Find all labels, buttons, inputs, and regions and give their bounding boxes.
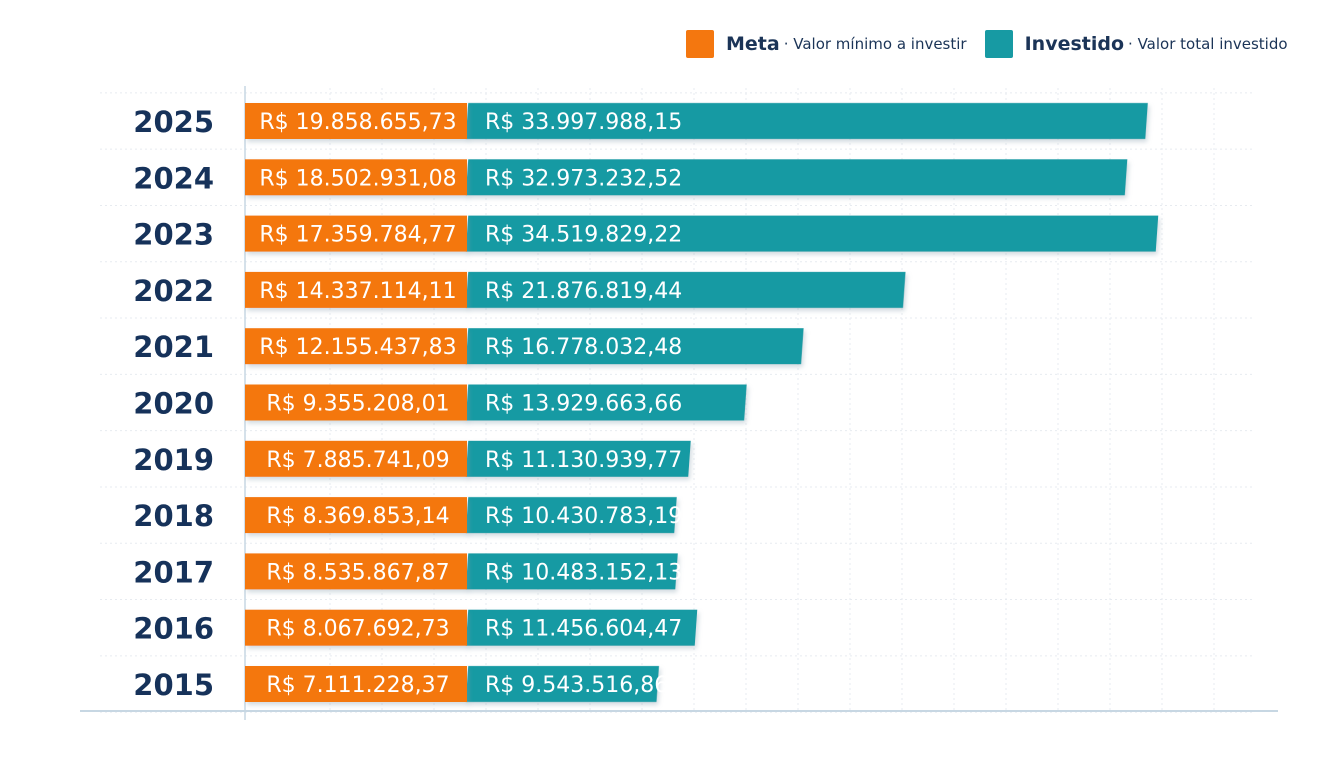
bar-meta [245, 440, 467, 477]
bar-meta [245, 609, 467, 646]
bar-meta [245, 271, 467, 308]
bar-row-2023: 2023 R$ 17.359.784,77 R$ 34.519.829,22 [133, 215, 1159, 252]
bar-investido [465, 497, 677, 534]
legend-swatch-meta [686, 30, 714, 58]
bar-row-2024: 2024 R$ 18.502.931,08 R$ 32.973.232,52 [133, 159, 1128, 196]
year-label: 2019 [133, 443, 214, 477]
data-label-investido: R$ 9.543.516,86 [485, 673, 668, 698]
bar-meta [245, 553, 467, 590]
year-label: 2025 [133, 105, 214, 139]
bar-meta [245, 103, 467, 139]
legend-name-investido: Investido [1024, 33, 1125, 55]
legend-swatch-investido [984, 30, 1013, 58]
legend: Meta · Valor mínimo a investir Investido… [686, 30, 1306, 58]
year-label: 2015 [133, 668, 214, 702]
bar-row-2019: 2019 R$ 7.885.741,09 R$ 11.130.939,77 [133, 440, 691, 477]
legend-desc-investido: · Valor total investido [1128, 35, 1288, 53]
bar-investido [465, 440, 691, 477]
bar-row-2020: 2020 R$ 9.355.208,01 R$ 13.929.663,66 [133, 384, 747, 421]
data-label-meta: R$ 7.111.228,37 [266, 673, 449, 698]
bar-investido [465, 328, 804, 365]
bar-row-2025: 2025 R$ 19.858.655,73 R$ 33.997.988,15 [133, 103, 1148, 139]
data-label-meta: R$ 17.359.784,77 [259, 223, 456, 248]
data-label-meta: R$ 8.369.853,14 [266, 504, 449, 529]
bar-investido [465, 159, 1128, 196]
legend-item-meta: Meta · Valor mínimo a investir [686, 30, 967, 58]
bar-meta [245, 384, 467, 421]
bar-investido [465, 103, 1148, 139]
bar-row-2015: 2015 R$ 7.111.228,37 R$ 9.543.516,86 [133, 666, 668, 702]
data-label-meta: R$ 14.337.114,11 [259, 279, 456, 304]
data-label-investido: R$ 32.973.232,52 [485, 166, 682, 191]
bar-investido [465, 384, 747, 421]
data-label-investido: R$ 10.430.783,19 [485, 504, 682, 529]
year-label: 2023 [133, 218, 214, 252]
data-label-investido: R$ 13.929.663,66 [485, 392, 682, 417]
data-label-investido: R$ 11.456.604,47 [485, 617, 682, 642]
legend-item-investido: Investido · Valor total investido [984, 30, 1288, 58]
data-label-meta: R$ 8.067.692,73 [266, 617, 449, 642]
bar-investido [465, 609, 698, 646]
legend-desc-meta: · Valor mínimo a investir [783, 35, 967, 53]
bar-row-2018: 2018 R$ 8.369.853,14 R$ 10.430.783,19 [133, 497, 682, 534]
year-label: 2018 [133, 499, 214, 533]
bar-row-2021: 2021 R$ 12.155.437,83 R$ 16.778.032,48 [133, 328, 804, 365]
bar-row-2022: 2022 R$ 14.337.114,11 R$ 21.876.819,44 [133, 271, 906, 308]
bar-meta [245, 666, 467, 702]
legend-name-meta: Meta [726, 33, 780, 55]
bar-meta [245, 497, 467, 534]
bar-row-2016: 2016 R$ 8.067.692,73 R$ 11.456.604,47 [133, 609, 698, 646]
data-label-meta: R$ 9.355.208,01 [266, 392, 449, 417]
data-label-investido: R$ 10.483.152,13 [485, 560, 682, 585]
year-label: 2022 [133, 274, 214, 308]
bar-meta [245, 328, 467, 365]
year-label: 2021 [133, 330, 214, 364]
data-label-investido: R$ 21.876.819,44 [485, 279, 682, 304]
data-label-investido: R$ 33.997.988,15 [485, 110, 682, 135]
bar-investido [465, 215, 1159, 252]
year-label: 2016 [133, 612, 214, 646]
year-label: 2024 [133, 161, 214, 195]
data-label-meta: R$ 12.155.437,83 [259, 335, 456, 360]
data-label-meta: R$ 8.535.867,87 [266, 560, 449, 585]
bar-investido [465, 553, 678, 590]
bar-investido [465, 271, 906, 308]
data-label-meta: R$ 7.885.741,09 [266, 448, 449, 473]
data-label-investido: R$ 11.130.939,77 [485, 448, 682, 473]
bar-row-2017: 2017 R$ 8.535.867,87 R$ 10.483.152,13 [133, 553, 682, 590]
bar-meta [245, 159, 467, 196]
year-label: 2020 [133, 387, 214, 421]
data-label-investido: R$ 16.778.032,48 [485, 335, 682, 360]
data-label-meta: R$ 18.502.931,08 [259, 166, 456, 191]
bar-meta [245, 215, 467, 252]
data-label-meta: R$ 19.858.655,73 [259, 110, 456, 135]
year-label: 2017 [133, 555, 214, 589]
bar-investido [465, 666, 660, 702]
data-label-investido: R$ 34.519.829,22 [485, 223, 682, 248]
